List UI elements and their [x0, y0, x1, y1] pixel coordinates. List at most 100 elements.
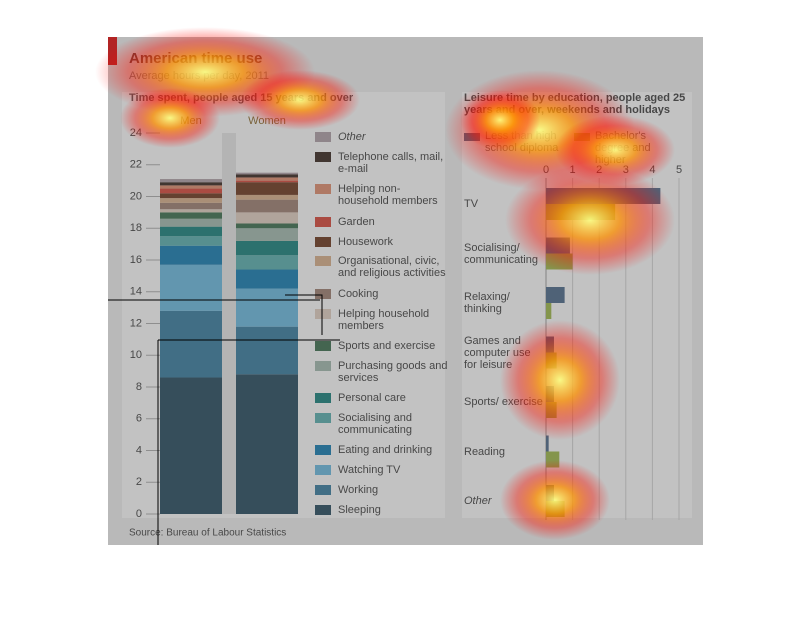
bar-segment	[160, 218, 222, 227]
bar-segment	[236, 212, 298, 224]
bar-segment	[236, 374, 298, 514]
bar-segment	[236, 228, 298, 241]
source: Source: Bureau of Labour Statistics	[129, 528, 286, 539]
legend-label: Bachelor's degree and higher	[595, 130, 651, 166]
legend-label: Housework	[338, 236, 394, 248]
bar-segment	[160, 310, 222, 378]
bar	[546, 303, 552, 319]
legend-swatch	[315, 132, 331, 142]
legend-label: Purchasing goods and services	[338, 360, 448, 384]
legend-swatch	[315, 445, 331, 455]
bar	[546, 501, 565, 517]
y-tick-label: 6	[136, 413, 142, 425]
y-tick-label: 20	[130, 190, 142, 202]
legend-swatch	[315, 465, 331, 475]
legend-swatch	[315, 289, 331, 299]
bar-segment	[236, 288, 298, 327]
legend-swatch	[464, 133, 480, 141]
legend-label: Helping household members	[338, 308, 430, 332]
category-label: Socialising/ communicating	[464, 241, 538, 266]
x-tick-label: 5	[676, 164, 682, 176]
bar-segment	[236, 180, 298, 183]
legend-swatch	[315, 184, 331, 194]
legend-label: Sports and exercise	[338, 340, 436, 352]
y-tick-label: 4	[136, 444, 142, 456]
bar	[546, 435, 549, 452]
bar	[546, 287, 565, 303]
legend-label: Helping non-household members	[338, 183, 438, 207]
bar-segment	[236, 326, 298, 375]
subtitle: Average hours per day, 2011	[129, 70, 269, 82]
x-tick-label: Men	[180, 115, 201, 127]
category-label: Games and computer use for leisure	[464, 334, 531, 371]
bar-gap	[222, 133, 236, 514]
bar-segment	[160, 198, 222, 203]
legend-label: Working	[338, 484, 379, 496]
bar	[546, 451, 560, 468]
bar	[546, 237, 570, 254]
legend-label: Other	[338, 131, 366, 143]
legend-label: Personal care	[338, 392, 406, 404]
bar-segment	[160, 202, 222, 210]
category-label: Sports/ exercise	[464, 396, 543, 408]
legend-label: Telephone calls, mail, e-mail	[338, 151, 444, 175]
legend-swatch	[315, 256, 331, 266]
legend-swatch	[315, 505, 331, 515]
legend-swatch	[574, 133, 590, 141]
legend-swatch	[315, 361, 331, 371]
legend-label: Less than high school diploma	[485, 130, 559, 154]
bar	[546, 352, 557, 369]
bar-segment	[236, 172, 298, 175]
legend-label: Socialising and communicating	[338, 412, 412, 436]
bar-segment	[160, 182, 222, 186]
right-title: Leisure time by education, people aged 2…	[464, 92, 686, 116]
y-tick-label: 24	[130, 127, 142, 139]
legend-label: Garden	[338, 216, 375, 228]
legend-swatch	[315, 485, 331, 495]
category-label: TV	[464, 198, 479, 210]
left-title: Time spent, people aged 15 years and ove…	[129, 92, 354, 104]
bar-segment	[236, 240, 298, 256]
y-tick-label: 16	[130, 254, 142, 266]
bar-segment	[236, 174, 298, 178]
bar	[546, 485, 554, 501]
bar	[546, 253, 573, 270]
bar-segment	[160, 188, 222, 194]
legend-label: Eating and drinking	[338, 444, 433, 456]
bar-segment	[160, 209, 222, 213]
title: American time use	[129, 50, 262, 67]
bar-segment	[160, 377, 222, 514]
bar	[546, 402, 557, 418]
bar-segment	[236, 269, 298, 289]
category-label: Relaxing/ thinking	[464, 291, 510, 315]
bar-segment	[236, 255, 298, 270]
bar	[546, 336, 554, 353]
y-tick-label: 8	[136, 381, 142, 393]
legend-label: Watching TV	[338, 464, 401, 476]
bar-segment	[236, 194, 298, 200]
x-tick-label: Women	[248, 115, 286, 127]
y-tick-label: 2	[136, 476, 142, 488]
bar-segment	[160, 185, 222, 189]
legend-swatch	[315, 237, 331, 247]
y-tick-label: 0	[136, 508, 142, 520]
legend-swatch	[315, 309, 331, 319]
legend-swatch	[315, 413, 331, 423]
legend-swatch	[315, 341, 331, 351]
bar-segment	[160, 264, 222, 311]
y-tick-label: 22	[130, 159, 142, 171]
legend-swatch	[315, 217, 331, 227]
bar	[546, 386, 554, 402]
legend-label: Cooking	[338, 288, 379, 300]
bar-segment	[160, 193, 222, 199]
bar-segment	[236, 182, 298, 195]
y-tick-label: 10	[130, 349, 142, 361]
bar-segment	[160, 236, 222, 246]
bar-segment	[160, 212, 222, 219]
bar	[546, 204, 616, 220]
bar-segment	[160, 226, 222, 237]
legend-label: Organisational, civic, and religious act…	[338, 255, 446, 279]
x-tick-label: 1	[570, 164, 576, 176]
legend-label: Sleeping	[338, 504, 381, 516]
